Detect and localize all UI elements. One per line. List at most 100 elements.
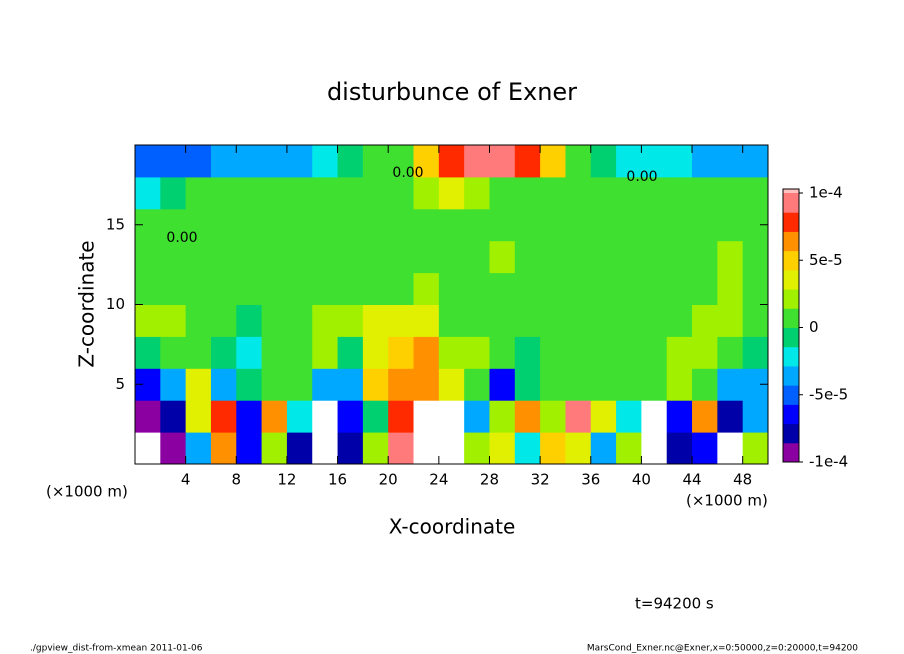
cell	[362, 176, 389, 210]
cell	[286, 208, 313, 242]
cell	[286, 336, 313, 369]
cell	[514, 368, 541, 401]
cell	[616, 368, 642, 401]
cell	[616, 176, 642, 210]
cell	[464, 145, 490, 178]
cell	[666, 176, 693, 210]
cell	[413, 240, 440, 274]
cell	[312, 432, 339, 464]
cell	[489, 240, 516, 274]
colorbar-swatch	[783, 365, 799, 386]
cell	[362, 208, 389, 242]
cell	[362, 368, 389, 401]
cell	[590, 336, 617, 369]
x-tick-label: 32	[531, 471, 550, 489]
cell	[692, 336, 718, 369]
cell	[261, 368, 288, 401]
cell	[312, 368, 339, 401]
cell	[413, 400, 440, 433]
cell	[160, 304, 187, 337]
colorbar-swatch	[783, 385, 799, 405]
cell	[413, 208, 440, 242]
cell	[236, 208, 263, 242]
cell	[185, 208, 212, 242]
colorbar-tick-label: 1e-4	[809, 184, 843, 202]
colorbar-swatch	[783, 289, 799, 309]
cell	[362, 400, 389, 433]
cell	[135, 176, 161, 210]
cell	[565, 272, 592, 305]
cell	[742, 240, 768, 274]
contour-label: 0.00	[392, 165, 423, 181]
cell	[489, 145, 516, 178]
cell	[312, 304, 339, 337]
cell	[616, 208, 642, 242]
colorbar-swatch	[783, 250, 799, 271]
cell	[742, 176, 768, 210]
cell	[742, 400, 768, 433]
cell	[135, 304, 161, 337]
cell	[185, 304, 212, 337]
cell	[236, 240, 263, 274]
cell	[717, 272, 744, 305]
cell	[160, 272, 187, 305]
cell	[692, 272, 718, 305]
cell	[717, 400, 744, 433]
cell	[210, 240, 237, 274]
cell	[464, 208, 490, 242]
colorbar-frame	[782, 188, 800, 463]
colorbar-tick-label: -5e-5	[809, 385, 848, 403]
cell	[717, 176, 744, 210]
cell	[717, 336, 744, 369]
cell	[717, 208, 744, 242]
cell	[489, 272, 516, 305]
cell	[337, 145, 364, 178]
cell	[337, 368, 364, 401]
cell	[388, 272, 415, 305]
cell	[362, 145, 389, 178]
cell	[590, 176, 617, 210]
cell	[590, 240, 617, 274]
cell	[565, 176, 592, 210]
cell	[641, 336, 668, 369]
cell	[641, 304, 668, 337]
cell	[464, 432, 490, 464]
cell	[692, 304, 718, 337]
cell	[666, 336, 693, 369]
x-unit-label: (×1000 m)	[46, 483, 128, 501]
cell	[641, 208, 668, 242]
cell	[717, 145, 744, 178]
cell	[666, 432, 693, 464]
colorbar-swatch	[783, 308, 799, 328]
cell	[742, 432, 768, 464]
cell	[210, 400, 237, 433]
cell	[616, 304, 642, 337]
cell	[590, 145, 617, 178]
cell	[565, 336, 592, 369]
cell	[185, 368, 212, 401]
cell	[135, 336, 161, 369]
colorbar-swatch	[783, 346, 799, 367]
cell	[489, 336, 516, 369]
cell	[185, 432, 212, 464]
cell	[160, 432, 187, 464]
cell	[312, 145, 339, 178]
cell	[236, 145, 263, 178]
cell	[616, 336, 642, 369]
cell	[388, 176, 415, 210]
cell	[312, 336, 339, 369]
cell	[514, 400, 541, 433]
cell	[337, 400, 364, 433]
cell	[540, 336, 566, 369]
cell	[464, 336, 490, 369]
cell	[337, 240, 364, 274]
x-unit-label: (×1000 m)	[686, 492, 768, 510]
cell	[261, 304, 288, 337]
cell	[514, 272, 541, 305]
cell	[135, 145, 161, 178]
cell	[717, 368, 744, 401]
contour-label: 0.00	[166, 230, 197, 246]
cell	[514, 304, 541, 337]
cell	[185, 272, 212, 305]
cell	[438, 304, 465, 337]
